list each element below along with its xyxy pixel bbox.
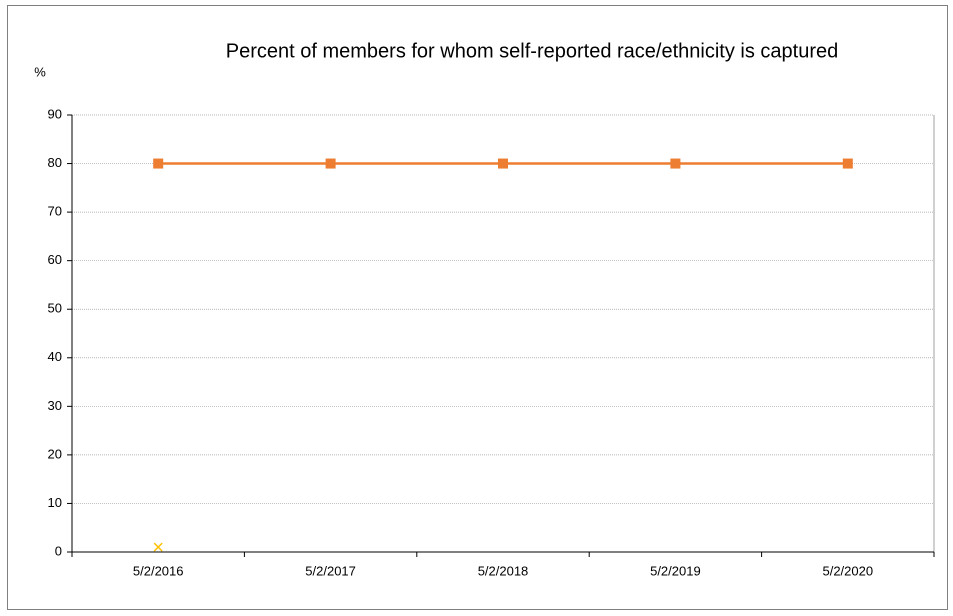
y-tick-label: 80 [48,155,62,170]
x-tick-label: 5/2/2019 [650,563,701,578]
x-tick-label: 5/2/2020 [822,563,873,578]
point-marker [325,158,336,169]
y-tick-label: 40 [48,349,62,364]
x-tick-label: 5/2/2017 [305,563,356,578]
y-tick-label: 50 [48,301,62,316]
y-tick-label: 30 [48,398,62,413]
y-tick-label: 70 [48,204,62,219]
y-tick-label: 20 [48,446,62,461]
chart-title: Percent of members for whom self-reporte… [226,40,838,62]
x-tick-label: 5/2/2018 [478,563,529,578]
chart-frame [7,5,948,610]
y-tick-label: 90 [48,106,62,121]
y-tick-label: 0 [55,543,62,558]
y-tick-label: 60 [48,252,62,267]
y-tick-label: 10 [48,495,62,510]
point-marker [153,542,163,552]
y-axis-label: % [34,64,46,79]
x-tick-label: 5/2/2016 [133,563,184,578]
point-marker [842,158,853,169]
point-marker [153,158,164,169]
point-marker [670,158,681,169]
point-marker [498,158,508,169]
